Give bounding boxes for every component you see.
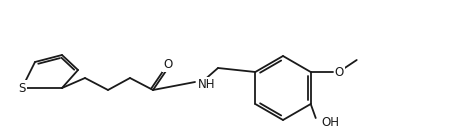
Text: OH: OH (321, 116, 339, 129)
Text: O: O (334, 66, 343, 79)
Text: O: O (163, 58, 172, 71)
Text: S: S (18, 81, 26, 94)
Text: NH: NH (198, 78, 215, 90)
